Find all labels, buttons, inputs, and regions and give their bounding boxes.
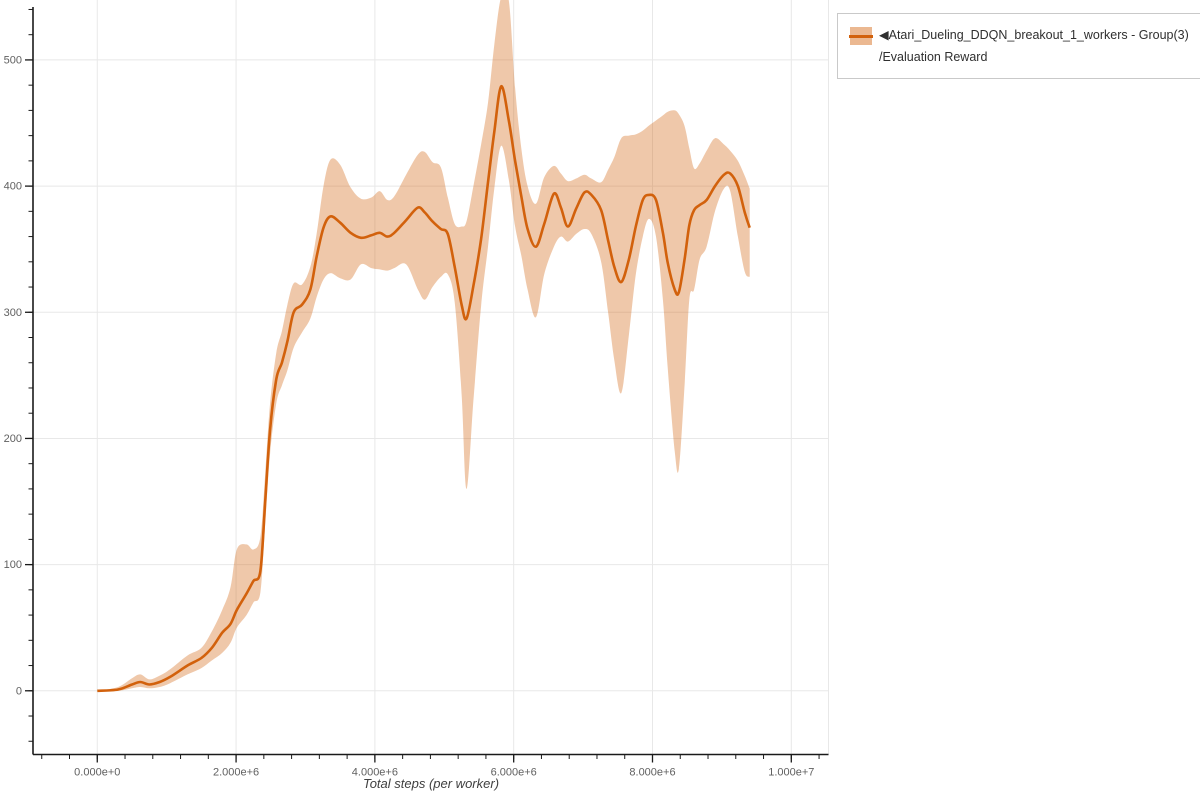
legend-series-name: Atari_Dueling_DDQN_breakout_1_workers - … xyxy=(888,28,1189,42)
y-tick-label: 0 xyxy=(16,685,22,697)
grid xyxy=(33,0,829,755)
mean-line xyxy=(97,85,751,693)
y-tick-label: 400 xyxy=(4,181,22,193)
x-tick-label: 2.000e+6 xyxy=(213,767,259,779)
y-tick-label: 300 xyxy=(4,307,22,319)
y-tick-label: 500 xyxy=(4,54,22,66)
y-tick-label: 100 xyxy=(4,559,22,571)
series-group xyxy=(97,0,751,693)
x-tick-label: 1.000e+7 xyxy=(768,767,814,779)
legend-metric-name: /Evaluation Reward xyxy=(879,50,988,64)
series-swatch-line-icon xyxy=(849,34,873,38)
collapse-arrow-icon[interactable]: ◀ xyxy=(879,28,889,42)
legend-label: ◀Atari_Dueling_DDQN_breakout_1_workers -… xyxy=(879,24,1189,68)
x-tick-label: 0.000e+0 xyxy=(74,767,120,779)
axes: 0.000e+0 2.000e+6 4.000e+6 6.000e+6 8.000e+6… xyxy=(4,7,829,779)
series-swatch-icon xyxy=(849,27,873,45)
legend-item[interactable]: ◀Atari_Dueling_DDQN_breakout_1_workers -… xyxy=(849,24,1189,68)
confidence-band xyxy=(97,0,750,691)
legend-series-line: ◀Atari_Dueling_DDQN_breakout_1_workers -… xyxy=(879,24,1189,46)
y-tick-label: 200 xyxy=(4,433,22,445)
x-tick-label: 4.000e+6 xyxy=(352,767,398,779)
x-tick-label: 8.000e+6 xyxy=(629,767,675,779)
x-axis-title: Total steps (per worker) xyxy=(362,776,500,791)
x-tick-label: 6.000e+6 xyxy=(491,767,537,779)
legend: ◀Atari_Dueling_DDQN_breakout_1_workers -… xyxy=(837,13,1200,79)
